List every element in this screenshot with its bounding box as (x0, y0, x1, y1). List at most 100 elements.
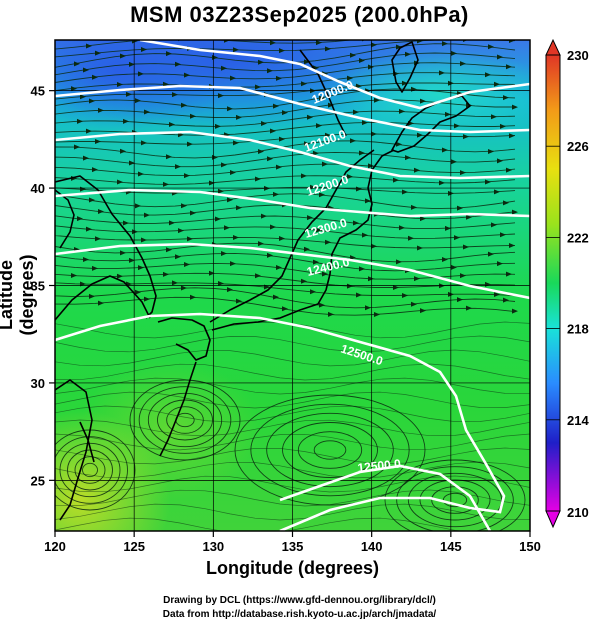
streamline-arrow (279, 236, 285, 242)
streamline-arrow (466, 305, 472, 311)
streamline-arrow (166, 51, 172, 57)
y-tick-label: 35 (31, 279, 45, 294)
streamline-arrow (92, 74, 98, 80)
streamline (55, 62, 516, 83)
streamline (55, 419, 530, 437)
streamline-arrow (362, 120, 368, 126)
x-tick-label: 145 (440, 539, 462, 554)
streamline-arrow (359, 150, 365, 156)
streamline-arrow (399, 225, 405, 231)
streamline (55, 405, 530, 423)
streamline-arrow (488, 44, 494, 50)
streamline-arrow (83, 257, 89, 263)
streamline (282, 422, 378, 478)
streamline-arrow (313, 259, 319, 265)
streamline (313, 440, 347, 460)
streamline-arrow (184, 262, 190, 268)
streamline-arrow (233, 140, 239, 146)
streamline (431, 486, 479, 514)
streamline-arrow (463, 134, 469, 140)
streamline (55, 296, 516, 316)
streamline (55, 335, 530, 353)
streamline-arrow (491, 222, 497, 228)
streamline-arrow (276, 75, 282, 81)
streamline-arrow (138, 171, 144, 177)
streamline-arrow (163, 271, 169, 277)
streamline-arrow (227, 287, 233, 293)
streamline-arrow (393, 285, 399, 291)
streamline-arrow (304, 246, 310, 252)
streamline-arrow (258, 241, 264, 247)
streamline-arrow (255, 176, 261, 182)
streamline-arrow (77, 216, 83, 222)
streamline-arrow (494, 189, 500, 195)
streamline-arrow (138, 265, 144, 271)
streamline-arrow (98, 300, 104, 306)
streamline-arrow (273, 103, 279, 109)
streamline (55, 433, 530, 451)
streamline-arrow (163, 181, 169, 187)
streamline (55, 349, 530, 367)
streamline-arrow (187, 236, 193, 242)
streamline-arrow (117, 179, 123, 185)
streamline (55, 133, 516, 145)
streamline-arrow (365, 198, 371, 204)
temperature-shading (55, 40, 530, 531)
streamline-arrow (402, 80, 408, 86)
streamline (55, 436, 128, 504)
streamline-arrow (371, 42, 377, 48)
streamline (396, 466, 514, 531)
streamline-arrow (491, 114, 497, 120)
streamline-arrow (451, 264, 457, 270)
streamline-arrow (236, 114, 242, 120)
streamline-arrow (215, 123, 221, 129)
streamline (129, 379, 241, 461)
streamline (55, 252, 516, 272)
streamline-arrow (319, 192, 325, 198)
streamline-arrow (328, 311, 334, 317)
colorbar-tick-label: 214 (567, 413, 589, 428)
streamline-arrow (135, 98, 141, 104)
streamline-arrow (126, 91, 132, 97)
streamline (59, 442, 121, 498)
streamline-arrow (414, 276, 420, 282)
streamline-arrow (117, 82, 123, 88)
streamline (55, 280, 516, 297)
contour-label: 12500.0 (357, 456, 402, 474)
streamline-arrow (230, 261, 236, 267)
map-title: MSM 03Z23Sep2025 (200.0hPa) (130, 2, 469, 27)
x-tick-label: 135 (282, 539, 304, 554)
streamline (55, 163, 516, 177)
streamline-arrow (175, 61, 181, 67)
streamline-arrow (359, 58, 365, 64)
streamline-arrow (368, 163, 374, 169)
x-tick-label: 125 (123, 539, 145, 554)
streamline-arrow (282, 306, 288, 312)
streamline-arrow (233, 47, 239, 53)
streamline (55, 363, 530, 381)
streamline-arrow (92, 167, 98, 173)
streamline-arrow (184, 72, 190, 78)
colorbar-tick-label: 218 (567, 322, 589, 337)
streamline-arrow (86, 128, 92, 134)
streamline-arrow (347, 283, 353, 289)
streamline-arrow (442, 256, 448, 262)
x-axis-label: Longitude (degrees) (205, 558, 379, 578)
streamline-arrow (89, 98, 95, 104)
streamline-arrow (77, 118, 83, 124)
streamline-arrow (322, 271, 328, 277)
streamline-arrow (209, 180, 215, 186)
streamline-arrow (120, 53, 126, 59)
streamline (234, 394, 426, 506)
streamline-arrow (420, 308, 426, 314)
streamline-arrow (509, 243, 515, 249)
streamline-arrow (371, 131, 377, 137)
streamline-arrow (500, 232, 506, 238)
streamline (157, 399, 213, 441)
streamline-arrow (503, 95, 509, 101)
streamline-arrow (181, 102, 187, 108)
streamline-arrow (347, 75, 353, 81)
x-tick-label: 130 (202, 539, 224, 554)
y-tick-label: 25 (31, 473, 45, 488)
streamline (55, 72, 516, 92)
